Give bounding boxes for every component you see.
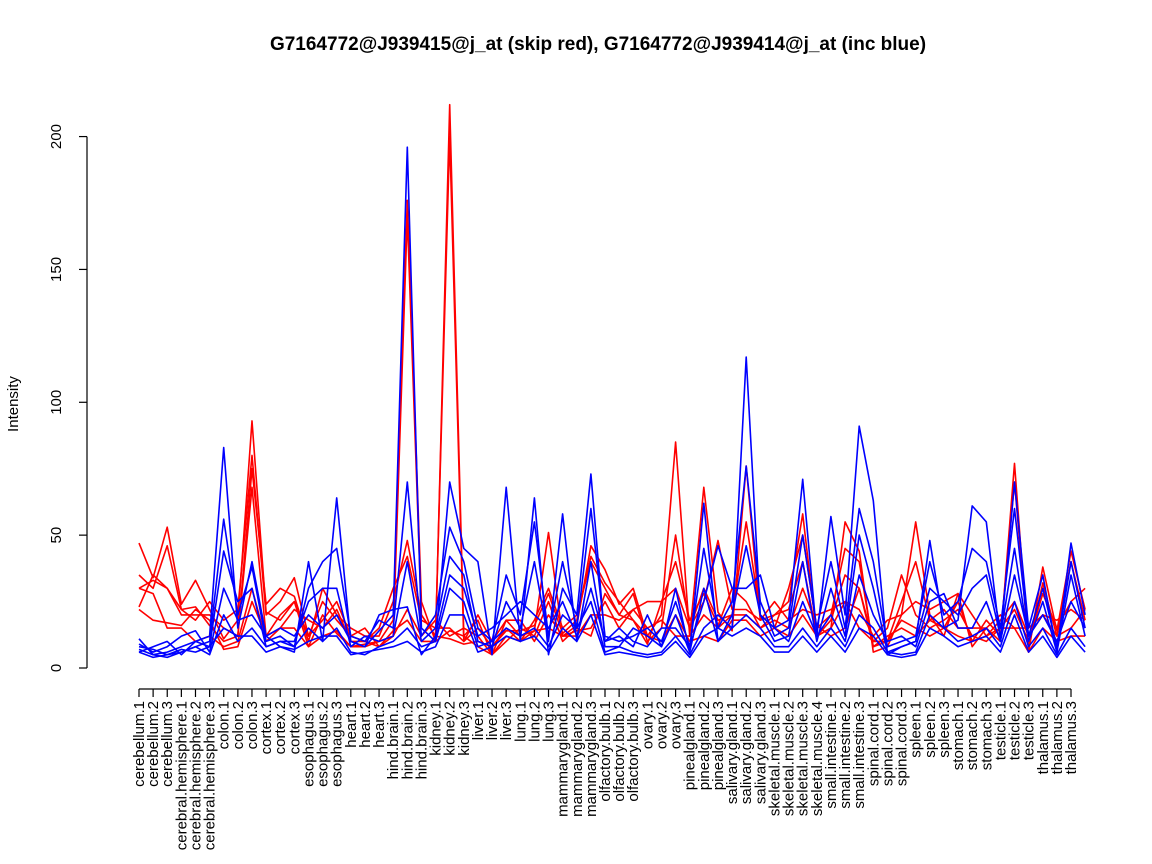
x-tick-label: esophagus.3 [329, 701, 346, 787]
x-tick-label: small.intestine.2 [837, 701, 854, 809]
x-tick-label: cortex.3 [286, 701, 303, 754]
x-tick-label: hind.brain.1 [385, 701, 402, 779]
x-tick-label: ovary.3 [668, 701, 685, 749]
x-tick-label: olfactory.bulb.2 [611, 701, 628, 802]
y-tick-label-50: 50 [48, 527, 65, 544]
series-layer [138, 103, 1086, 659]
x-tick-label: spinal.cord.2 [879, 701, 896, 786]
series-line-7 [138, 146, 1086, 656]
x-tick-label: colon.1 [216, 701, 233, 749]
x-tick-label: testicle.3 [1021, 701, 1038, 760]
x-tick-label: stomach.1 [950, 701, 967, 770]
x-tick-label: heart.2 [357, 701, 374, 748]
x-tick-label: spleen.2 [922, 701, 939, 758]
x-tick-label: kidney.2 [442, 701, 459, 756]
x-tick-label: pinealgland.2 [696, 701, 713, 790]
x-tick-label: esophagus.2 [315, 701, 332, 787]
y-tick-label-200: 200 [48, 124, 65, 149]
x-tick-label: hind.brain.2 [399, 701, 416, 779]
x-tick-label: stomach.3 [978, 701, 995, 770]
x-tick-label: thalamus.3 [1063, 701, 1080, 774]
y-axis: 0 50 100 150 200 [48, 124, 88, 672]
x-tick-label: small.intestine.1 [823, 701, 840, 809]
x-tick-label: salivary.gland.1 [724, 701, 741, 804]
series-line-10 [138, 544, 1086, 656]
x-tick-label: lung.3 [541, 701, 558, 742]
x-tick-label: lung.1 [512, 701, 529, 742]
x-tick-label: mammarygland.2 [569, 701, 586, 817]
x-tick-label: cerebral.hemisphere.3 [202, 701, 219, 850]
x-tick-label: liver.1 [470, 701, 487, 740]
x-tick-label: pinealgland.3 [710, 701, 727, 790]
x-tick-label: ovary.1 [639, 701, 656, 749]
y-tick-label-100: 100 [48, 390, 65, 415]
x-tick-label: spinal.cord.1 [865, 701, 882, 786]
x-tick-label: kidney.3 [456, 701, 473, 756]
x-tick-label: salivary.gland.2 [738, 701, 755, 804]
x-tick-label: liver.3 [498, 701, 515, 740]
chart-title: G7164772@J939415@j_at (skip red), G71647… [270, 34, 926, 55]
series-line-2 [138, 135, 1086, 648]
series-line-1 [138, 103, 1086, 656]
x-tick-label: spleen.3 [936, 701, 953, 758]
x-tick-label: skeletal.muscle.2 [781, 701, 798, 816]
x-tick-label: skeletal.muscle.3 [795, 701, 812, 816]
series-line-11 [138, 587, 1086, 659]
x-tick-label: kidney.1 [428, 701, 445, 756]
x-tick-label: colon.3 [244, 701, 261, 749]
x-tick-label: cortex.2 [272, 701, 289, 754]
x-tick-label: heart.1 [343, 701, 360, 748]
x-tick-label: testicle.2 [1007, 701, 1024, 760]
y-axis-label: Intensity [5, 376, 22, 432]
y-tick-label-0: 0 [48, 664, 65, 672]
x-tick-label: mammarygland.1 [555, 701, 572, 817]
x-tick-label: cerebellum.1 [131, 701, 148, 787]
x-tick-label: skeletal.muscle.1 [766, 701, 783, 816]
x-tick-label: thalamus.1 [1035, 701, 1052, 774]
series-line-12 [138, 614, 1086, 659]
x-tick-label: stomach.2 [964, 701, 981, 770]
x-tick-label: small.intestine.3 [851, 701, 868, 809]
x-tick-label: cerebral.hemisphere.2 [187, 701, 204, 850]
x-tick-label: testicle.1 [992, 701, 1009, 760]
y-tick-label-150: 150 [48, 257, 65, 282]
x-tick-label: liver.2 [484, 701, 501, 740]
series-line-3 [138, 467, 1086, 648]
x-tick-label: colon.2 [230, 701, 247, 749]
x-tick-label: cerebellum.2 [145, 701, 162, 787]
x-tick-label: olfactory.bulb.1 [597, 701, 614, 802]
x-tick-label: skeletal.muscle.4 [809, 701, 826, 816]
series-line-9 [138, 513, 1086, 656]
x-tick-label: salivary.gland.3 [752, 701, 769, 804]
x-tick-label: lung.2 [526, 701, 543, 742]
x-tick-label: esophagus.1 [300, 701, 317, 787]
x-tick-label: spleen.1 [908, 701, 925, 758]
x-tick-label: cerebellum.3 [159, 701, 176, 787]
x-tick-label: ovary.2 [653, 701, 670, 749]
x-tick-label: thalamus.2 [1049, 701, 1066, 774]
x-tick-label: cerebral.hemisphere.1 [173, 701, 190, 850]
x-tick-label: olfactory.bulb.3 [625, 701, 642, 802]
x-tick-label: spinal.cord.3 [894, 701, 911, 786]
x-tick-label: hind.brain.3 [413, 701, 430, 779]
x-tick-label: mammarygland.3 [583, 701, 600, 817]
x-tick-label: heart.3 [371, 701, 388, 748]
x-axis: cerebellum.1cerebellum.2cerebellum.3cere… [131, 688, 1080, 850]
x-tick-label: pinealgland.1 [682, 701, 699, 790]
x-tick-label: cortex.1 [258, 701, 275, 754]
